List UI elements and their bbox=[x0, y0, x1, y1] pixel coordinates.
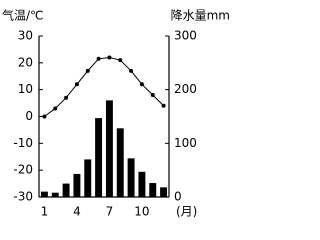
x-tick-label: 7 bbox=[106, 205, 114, 219]
y2-tick-label: 200 bbox=[174, 82, 197, 96]
point bbox=[139, 82, 144, 87]
bar bbox=[95, 118, 103, 197]
point bbox=[64, 95, 69, 100]
bar bbox=[138, 171, 146, 197]
y-tick-label: -30 bbox=[13, 190, 33, 204]
bar bbox=[73, 173, 81, 197]
point bbox=[74, 82, 79, 87]
y2-tick-label: 300 bbox=[174, 29, 197, 43]
bar bbox=[51, 192, 59, 197]
point bbox=[161, 103, 166, 108]
bar bbox=[127, 158, 135, 197]
bar bbox=[84, 159, 92, 197]
bar bbox=[160, 187, 168, 197]
point bbox=[129, 68, 134, 73]
bar bbox=[40, 191, 48, 197]
y-tick-label: -20 bbox=[13, 163, 33, 177]
y-tick-label: 10 bbox=[18, 82, 33, 96]
chart: 气温/℃ 降水量mm (月) -30-20-100102030010020030… bbox=[2, 8, 230, 219]
y2-tick-label: 0 bbox=[174, 190, 182, 204]
y-tick-label: 20 bbox=[18, 55, 33, 69]
y-axis-label: 气温/℃ bbox=[2, 8, 44, 23]
y-tick-label: 0 bbox=[25, 109, 33, 123]
x-axis-label: (月) bbox=[176, 205, 197, 219]
point bbox=[150, 93, 155, 98]
bar bbox=[105, 100, 113, 197]
y-tick-label: -10 bbox=[13, 136, 33, 150]
point bbox=[96, 56, 101, 61]
bar bbox=[149, 183, 157, 197]
bar bbox=[116, 128, 124, 197]
x-tick-label: 4 bbox=[73, 205, 81, 219]
point bbox=[107, 55, 112, 60]
point bbox=[53, 106, 58, 111]
line bbox=[44, 56, 164, 117]
point bbox=[118, 58, 123, 63]
x-tick-label: 1 bbox=[41, 205, 49, 219]
point bbox=[85, 68, 90, 73]
x-tick-label: 10 bbox=[134, 205, 149, 219]
y2-axis-label: 降水量mm bbox=[171, 9, 230, 23]
y-tick-label: 30 bbox=[18, 29, 33, 43]
point bbox=[42, 114, 47, 119]
y2-tick-label: 100 bbox=[174, 136, 197, 150]
bar bbox=[62, 183, 70, 197]
